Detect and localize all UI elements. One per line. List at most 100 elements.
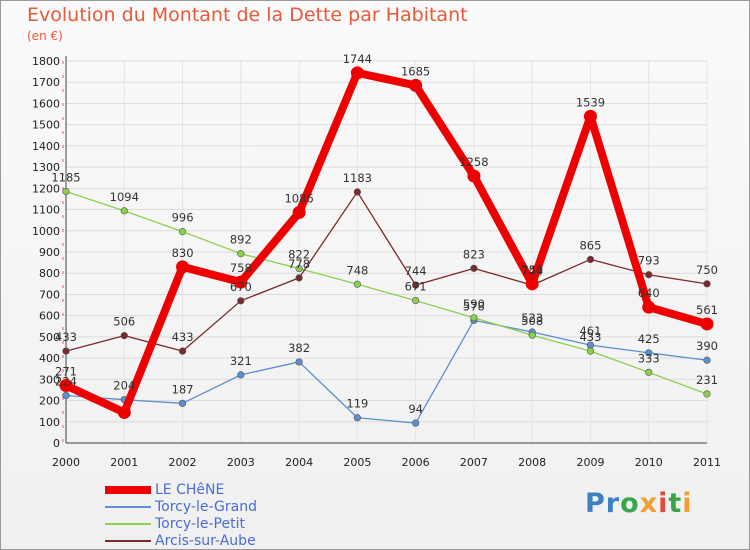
data-point [645,349,653,357]
x-tick-label: 2003 [227,456,255,469]
logo-letter: o [620,488,640,519]
data-point [237,250,245,258]
logo-letter: x [639,488,659,519]
data-label: 333 [638,351,660,365]
data-label: 748 [346,263,368,277]
data-label: 758 [230,261,252,275]
data-label: 506 [113,315,135,329]
data-label: 1183 [343,171,372,185]
data-label: 750 [696,263,718,277]
data-point [178,347,187,355]
series-line [65,190,708,395]
data-point [237,371,245,379]
data-point [237,297,245,305]
legend-swatch [105,523,151,525]
data-point [525,277,539,291]
data-point [292,206,306,220]
y-tick-label: 800 [39,267,60,280]
x-tick-label: 2006 [402,456,430,469]
data-label: 670 [230,280,252,294]
data-point [120,332,128,340]
y-tick-label: 900 [39,246,60,259]
x-tick-label: 2008 [518,456,546,469]
x-tick-label: 2004 [285,456,313,469]
data-label: 425 [638,332,660,346]
data-point [528,331,536,339]
data-label: 671 [405,280,427,294]
y-tick-label: 1800 [32,55,60,68]
data-point [176,260,190,274]
data-label: 1685 [401,64,430,78]
proxiti-logo: Proxiti [585,488,693,519]
data-label: 590 [463,297,485,311]
data-point [645,271,653,279]
x-tick-label: 2001 [110,456,138,469]
data-point [586,347,595,355]
data-label: 561 [696,303,718,317]
logo-letter: i [682,488,693,519]
logo-letter: P [585,488,606,519]
data-point [295,264,303,273]
data-label: 523 [521,311,543,325]
data-point [412,296,420,305]
series-line [62,68,711,417]
data-point [353,188,361,196]
data-point [117,405,131,419]
data-point [178,399,187,407]
data-label: 578 [463,299,485,313]
data-point [470,264,478,272]
data-point [59,378,73,392]
y-tick-label: 100 [39,416,60,429]
legend-label: Torcy-le-Petit [155,516,245,532]
data-label: 865 [579,238,601,252]
data-label: 94 [408,402,423,416]
x-tick-label: 2011 [693,456,721,469]
y-tick-label: 500 [39,331,60,344]
data-label: 1086 [284,192,313,206]
data-label: 433 [579,330,601,344]
legend-label: Arcis-sur-Aube [155,533,256,549]
data-label: 204 [113,379,135,393]
data-point [120,207,128,215]
y-tick-label: 400 [39,352,60,365]
data-point [700,317,714,331]
series-line [65,319,708,424]
legend-label: LE CHêNE [155,482,225,498]
data-label: 390 [696,339,718,353]
logo-letter: i [658,488,669,519]
y-tick-label: 700 [39,288,60,301]
data-label: 744 [521,264,543,278]
logo-letter: t [668,488,683,519]
data-point [62,347,70,355]
data-label: 1744 [343,52,372,66]
data-point [470,314,478,322]
data-label: 224 [55,374,77,388]
y-tick-label: 600 [39,310,60,323]
data-label: 433 [55,330,77,344]
legend-label: Torcy-le-Grand [155,499,257,515]
legend-swatch [105,486,151,494]
data-point [645,368,653,376]
data-label: 271 [55,364,77,378]
data-point [586,255,595,264]
x-tick-label: 2009 [576,456,604,469]
data-label: 1185 [51,171,80,185]
chart-subtitle: (en €) [27,29,63,43]
y-tick-label: 1500 [32,119,60,132]
data-label: 793 [638,254,660,268]
data-point [467,169,481,183]
series-line [65,191,708,352]
y-tick-label: 1200 [32,182,60,195]
data-point [583,109,597,123]
data-label: 321 [230,354,252,368]
data-label: 119 [346,397,368,411]
data-label: 750 [521,263,543,277]
data-point [62,391,70,400]
x-tick-label: 2000 [52,456,80,469]
data-point [234,275,248,289]
data-label: 640 [638,286,660,300]
data-label: 231 [696,373,718,387]
data-point [412,419,420,427]
y-tick-label: 1700 [32,76,60,89]
data-label: 822 [288,248,310,262]
